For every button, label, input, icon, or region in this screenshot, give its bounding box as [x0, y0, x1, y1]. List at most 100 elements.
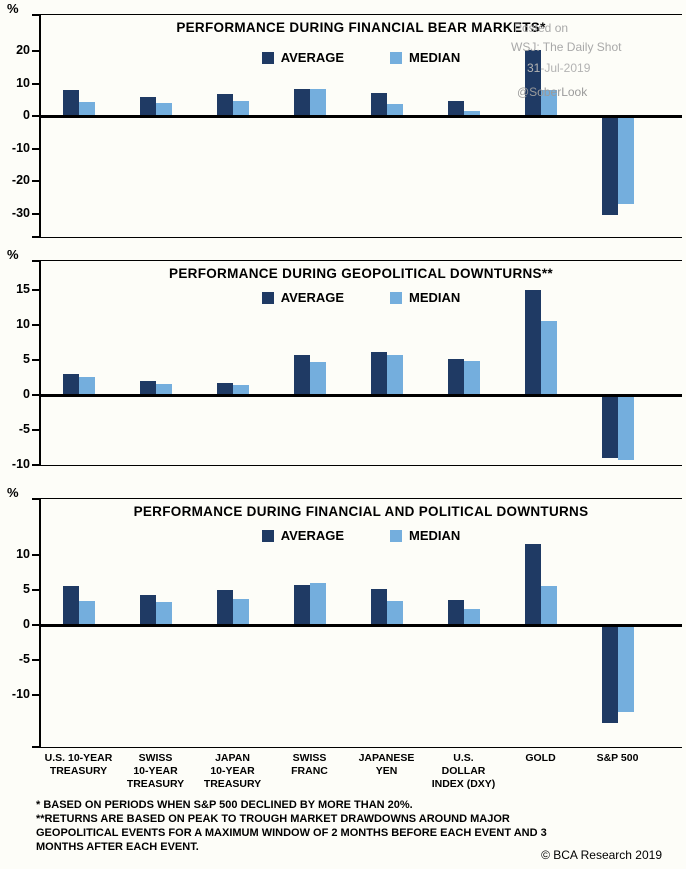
average-bar [139, 380, 156, 396]
footnote-bear-markets: * BASED ON PERIODS WHEN S&P 500 DECLINED… [36, 799, 413, 811]
average-bar [524, 49, 541, 117]
average-bar [139, 97, 156, 117]
watermark-posted-on: Posted on [514, 21, 569, 35]
median-bar [155, 103, 172, 117]
median-bar [155, 601, 172, 625]
average-bar [524, 290, 541, 396]
plot-frame-top [40, 260, 682, 261]
y-tick-label: -20 [11, 173, 30, 188]
median-bar [78, 600, 95, 625]
axis-tick [32, 693, 40, 696]
plot-frame-bottom [40, 465, 682, 466]
median-bar [78, 102, 95, 117]
x-axis-label: SWISS 10-YEAR TREASURY [126, 752, 185, 790]
median-bar [309, 583, 326, 625]
axis-edge-tick [32, 746, 40, 748]
y-tick-label: 20 [16, 43, 30, 58]
chart-panel-1: % 20 10 0 -10 -20 -30 PERFORMANCE DURING FINANC… [0, 1, 686, 238]
median-bar [617, 395, 634, 460]
y-tick-label: 5 [23, 352, 30, 367]
median-bar [386, 354, 403, 396]
watermark-handle: @SoberLook [517, 85, 588, 99]
median-bar [540, 585, 557, 625]
average-bar [447, 599, 464, 625]
y-tick-label: -5 [18, 651, 30, 666]
axis-edge-tick [32, 236, 40, 238]
watermark-date: 31-Jul-2019 [527, 61, 591, 75]
plot-frame-bottom [40, 237, 682, 238]
axis-tick [32, 324, 40, 327]
chart-panel-2: % 15 10 5 0 -5 -10 PERFORMANCE DURING GEOPOLITI… [0, 247, 686, 471]
y-axis-line [39, 260, 41, 466]
average-bar [62, 585, 79, 625]
median-bar [463, 111, 480, 117]
median-bar [232, 385, 249, 396]
median-swatch [390, 51, 403, 64]
chart-legend: AVERAGE MEDIAN [40, 50, 682, 65]
axis-tick [32, 658, 40, 661]
average-bar [370, 351, 387, 396]
average-swatch [261, 51, 274, 64]
y-tick-label: 10 [16, 75, 30, 90]
legend-label: AVERAGE [280, 50, 345, 65]
median-bar [78, 377, 95, 396]
y-tick-label: 0 [23, 108, 30, 123]
average-bar [601, 624, 618, 723]
median-swatch [390, 291, 403, 304]
chart-legend: AVERAGE MEDIAN [40, 290, 682, 305]
axis-tick [32, 82, 40, 85]
x-axis-label: JAPANESE YEN [358, 752, 415, 777]
legend-entry-median: MEDIAN [390, 528, 460, 543]
median-bar [155, 384, 172, 396]
footnote-geopolitical: **RETURNS ARE BASED ON PEAK TO TROUGH MA… [36, 813, 547, 853]
axis-tick [32, 429, 40, 432]
legend-label: MEDIAN [409, 50, 461, 65]
axis-tick [32, 553, 40, 556]
legend-label: MEDIAN [409, 290, 461, 305]
copyright: © BCA Research 2019 [541, 848, 662, 862]
x-axis-label: JAPAN 10-YEAR TREASURY [203, 752, 262, 790]
average-bar [62, 89, 79, 117]
average-bar [370, 92, 387, 117]
average-bar [447, 101, 464, 117]
average-bar [601, 395, 618, 459]
legend-label: MEDIAN [409, 528, 461, 543]
axis-edge-tick [32, 260, 40, 262]
legend-entry-average: AVERAGE [261, 528, 345, 543]
legend-entry-median: MEDIAN [390, 290, 460, 305]
zero-axis-line [40, 115, 682, 119]
y-axis-unit-label: % [7, 1, 19, 16]
legend-entry-median: MEDIAN [390, 50, 460, 65]
median-bar [540, 320, 557, 396]
axis-tick [32, 394, 40, 397]
chart-title: PERFORMANCE DURING FINANCIAL AND POLITIC… [133, 504, 589, 519]
average-swatch [261, 291, 274, 304]
median-bar [309, 88, 326, 117]
chart-title: PERFORMANCE DURING FINANCIAL BEAR MARKET… [176, 20, 546, 35]
average-bar [216, 382, 233, 396]
median-bar [386, 104, 403, 117]
axis-edge-tick [32, 14, 40, 16]
x-axis-label: SWISS FRANC [291, 752, 328, 777]
chart-panel-3: % 10 5 0 -5 -10 PERFORMANCE DURING FINANCIAL A… [0, 485, 686, 748]
legend-label: AVERAGE [280, 290, 345, 305]
y-tick-label: 0 [23, 616, 30, 631]
x-axis-label: U.S. 10-YEAR TREASURY [44, 752, 113, 777]
y-tick-label: 0 [23, 387, 30, 402]
legend-label: AVERAGE [280, 528, 345, 543]
plot-frame-top [40, 14, 682, 15]
median-bar [386, 600, 403, 625]
zero-axis-line [40, 394, 682, 398]
median-bar [617, 116, 634, 204]
y-tick-label: -5 [18, 422, 30, 437]
x-axis-label: GOLD [525, 752, 556, 764]
y-axis-unit-label: % [7, 247, 19, 262]
y-tick-label: 5 [23, 581, 30, 596]
axis-tick [32, 289, 40, 292]
y-axis-unit-label: % [7, 485, 19, 500]
y-tick-label: -10 [11, 686, 30, 701]
zero-axis-line [40, 623, 682, 627]
chart-legend: AVERAGE MEDIAN [40, 528, 682, 543]
